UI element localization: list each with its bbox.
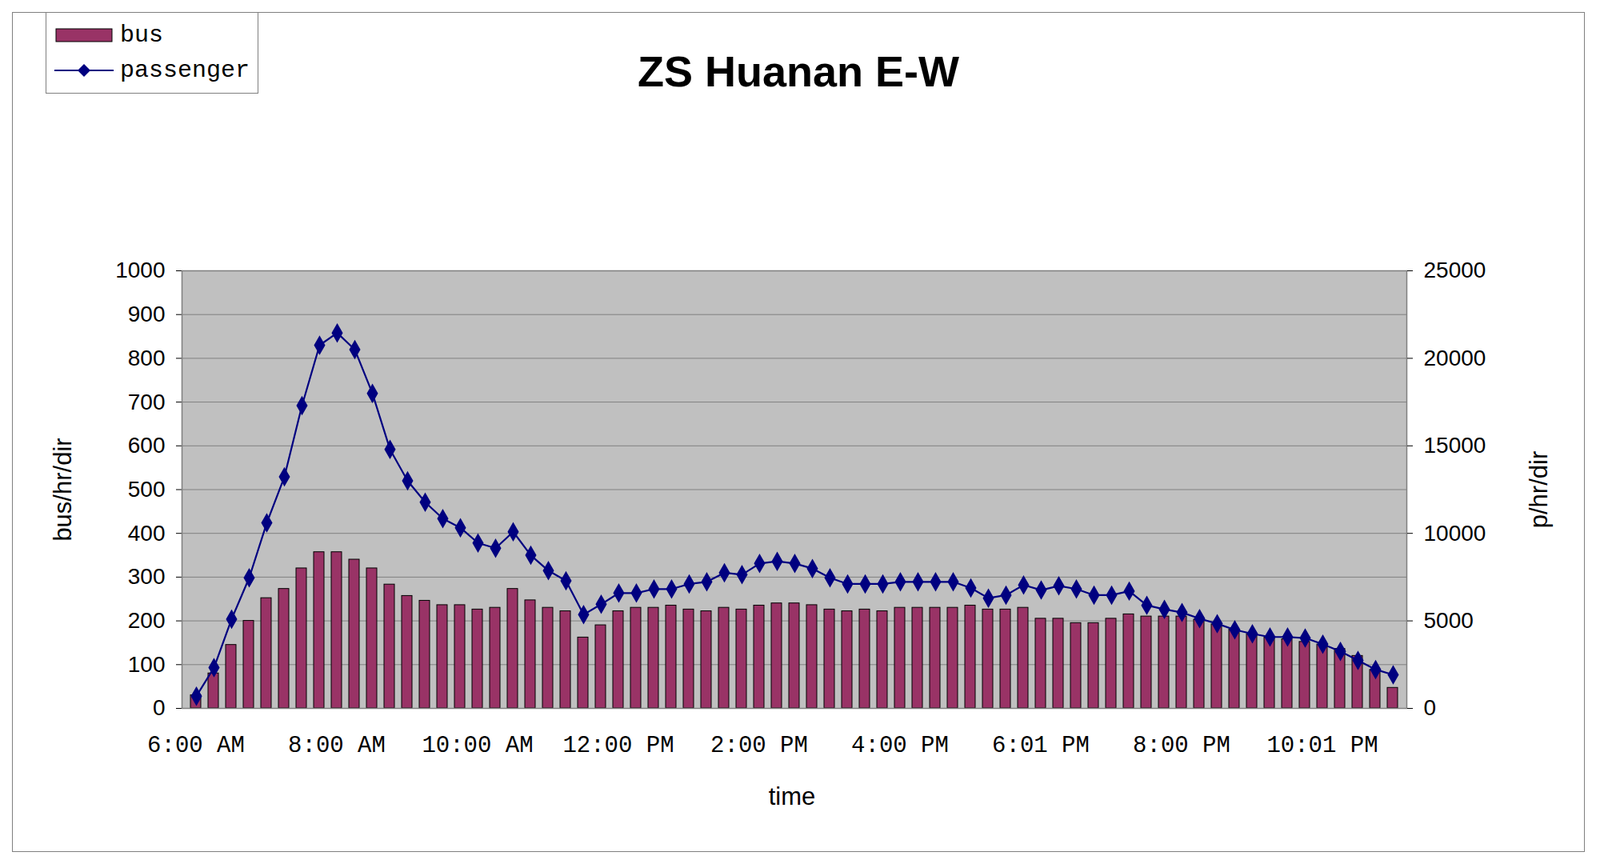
svg-text:400: 400	[128, 520, 166, 546]
svg-text:15000: 15000	[1424, 432, 1487, 458]
html-text:bus: bus	[120, 21, 164, 49]
svg-text:10:01 PM: 10:01 PM	[1266, 732, 1378, 760]
html-text:bus/hr/dir: bus/hr/dir	[48, 437, 77, 542]
svg-text:600: 600	[128, 432, 166, 458]
svg-text:100: 100	[128, 652, 166, 677]
svg-text:900: 900	[128, 301, 166, 327]
html-text:time: time	[768, 782, 816, 811]
svg-text:0: 0	[152, 695, 166, 720]
svg-text:8:00 AM: 8:00 AM	[288, 732, 386, 760]
svg-text:300: 300	[128, 564, 166, 589]
svg-text:20000: 20000	[1424, 345, 1487, 371]
svg-text:12:00 PM: 12:00 PM	[562, 732, 674, 760]
svg-text:0: 0	[1424, 695, 1437, 720]
svg-text:8:00 PM: 8:00 PM	[1132, 732, 1231, 760]
svg-text:6:01 PM: 6:01 PM	[992, 732, 1090, 760]
svg-text:10:00 AM: 10:00 AM	[421, 732, 533, 760]
svg-text:500: 500	[128, 476, 166, 502]
html-text:passenger: passenger	[120, 56, 250, 84]
svg-text:700: 700	[128, 389, 166, 415]
svg-text:4:00 PM: 4:00 PM	[851, 732, 949, 760]
svg-text:1000: 1000	[115, 257, 165, 283]
svg-text:5000: 5000	[1424, 608, 1474, 633]
svg-text:200: 200	[128, 608, 166, 633]
svg-text:25000: 25000	[1424, 257, 1487, 283]
svg-text:6:00 AM: 6:00 AM	[147, 732, 245, 760]
svg-text:10000: 10000	[1424, 520, 1487, 546]
svg-text:2:00 PM: 2:00 PM	[710, 732, 808, 760]
html-text:ZS Huanan E-W: ZS Huanan E-W	[637, 47, 960, 96]
html-text:p/hr/dir: p/hr/dir	[1524, 451, 1553, 529]
svg-text:800: 800	[128, 345, 166, 371]
